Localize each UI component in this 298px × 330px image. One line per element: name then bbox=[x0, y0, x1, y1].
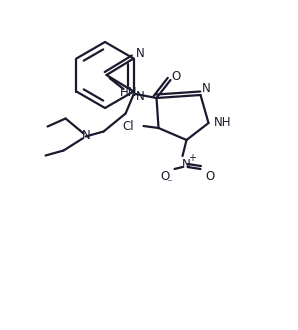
Text: NH: NH bbox=[214, 116, 231, 129]
Text: N: N bbox=[202, 82, 211, 95]
Text: +: + bbox=[189, 153, 196, 163]
Text: ⁻: ⁻ bbox=[167, 178, 173, 188]
Text: N: N bbox=[136, 90, 145, 103]
Text: Cl: Cl bbox=[123, 119, 134, 133]
Text: O: O bbox=[171, 70, 180, 82]
Text: HN: HN bbox=[120, 86, 137, 100]
Text: N: N bbox=[136, 47, 145, 60]
Text: O: O bbox=[205, 170, 214, 182]
Text: N: N bbox=[82, 129, 91, 142]
Text: N: N bbox=[182, 157, 191, 171]
Text: O: O bbox=[160, 170, 169, 182]
